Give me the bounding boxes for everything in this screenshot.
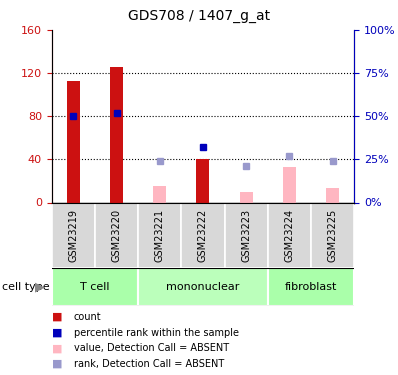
Text: GSM23225: GSM23225 xyxy=(328,209,338,262)
Bar xyxy=(283,167,296,202)
Text: fibroblast: fibroblast xyxy=(285,282,337,292)
Bar xyxy=(268,202,311,268)
Bar xyxy=(52,268,138,306)
Text: GSM23220: GSM23220 xyxy=(111,209,121,262)
Text: ■: ■ xyxy=(52,359,62,369)
Bar xyxy=(138,268,268,306)
Bar xyxy=(311,202,354,268)
Text: percentile rank within the sample: percentile rank within the sample xyxy=(74,328,239,338)
Bar xyxy=(95,202,138,268)
Text: ■: ■ xyxy=(52,328,62,338)
Bar xyxy=(67,81,80,203)
Text: ■: ■ xyxy=(52,312,62,322)
Bar xyxy=(224,202,268,268)
Bar xyxy=(197,159,209,202)
Bar xyxy=(268,268,354,306)
Bar xyxy=(240,192,253,202)
Text: mononuclear: mononuclear xyxy=(166,282,240,292)
Text: count: count xyxy=(74,312,101,322)
Text: ■: ■ xyxy=(52,344,62,353)
Text: value, Detection Call = ABSENT: value, Detection Call = ABSENT xyxy=(74,344,229,353)
Text: T cell: T cell xyxy=(80,282,110,292)
Bar xyxy=(138,202,181,268)
Bar xyxy=(52,202,95,268)
Text: cell type: cell type xyxy=(2,282,50,292)
Bar xyxy=(110,67,123,203)
Text: GSM23222: GSM23222 xyxy=(198,209,208,262)
Text: GSM23219: GSM23219 xyxy=(68,209,78,262)
Text: GSM23221: GSM23221 xyxy=(155,209,165,262)
Text: rank, Detection Call = ABSENT: rank, Detection Call = ABSENT xyxy=(74,359,224,369)
Bar xyxy=(326,189,339,202)
Text: ▶: ▶ xyxy=(35,280,45,293)
Text: GSM23223: GSM23223 xyxy=(241,209,251,262)
Bar xyxy=(181,202,224,268)
Bar xyxy=(153,186,166,202)
Text: GDS708 / 1407_g_at: GDS708 / 1407_g_at xyxy=(128,9,270,23)
Text: GSM23224: GSM23224 xyxy=(285,209,295,262)
